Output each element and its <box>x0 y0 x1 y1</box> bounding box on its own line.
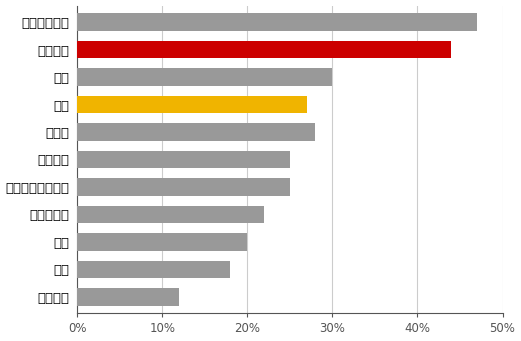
Bar <box>77 95 307 114</box>
Bar <box>77 288 179 306</box>
Bar <box>77 178 290 196</box>
Bar <box>77 233 247 251</box>
Bar <box>77 13 477 31</box>
Bar <box>77 151 290 168</box>
Bar <box>77 206 264 223</box>
Bar <box>77 41 452 58</box>
Bar <box>77 68 332 86</box>
Bar <box>77 123 315 141</box>
Bar <box>77 261 230 278</box>
